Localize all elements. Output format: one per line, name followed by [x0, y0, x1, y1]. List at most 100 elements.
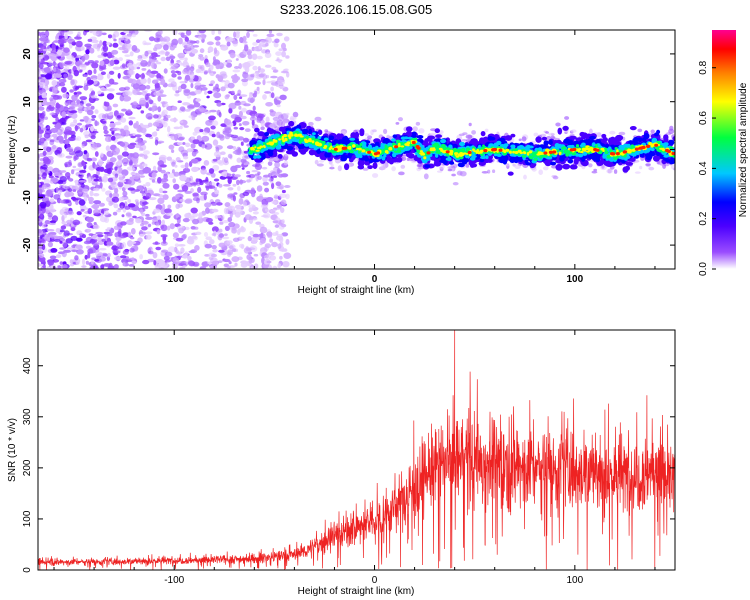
noise-blob: [212, 158, 218, 162]
noise-blob: [201, 144, 205, 149]
noise-blob: [128, 120, 133, 126]
noise-blob: [179, 198, 185, 202]
noise-blob: [64, 191, 71, 198]
noise-blob: [243, 137, 249, 143]
noise-blob: [87, 228, 92, 232]
noise-blob: [227, 132, 231, 136]
noise-blob: [183, 88, 191, 94]
noise-blob: [143, 150, 150, 155]
noise-blob: [214, 36, 221, 41]
noise-blob: [47, 126, 51, 130]
noise-blob: [198, 30, 206, 34]
noise-blob: [203, 160, 210, 166]
noise-blob: [113, 188, 119, 194]
ridge-blob: [435, 134, 442, 139]
noise-blob: [207, 90, 213, 95]
noise-blob: [85, 245, 92, 249]
noise-blob: [148, 99, 154, 105]
noise-blob: [80, 208, 85, 212]
noise-blob: [279, 94, 287, 101]
noise-blob: [38, 188, 43, 195]
noise-blob: [141, 226, 148, 231]
noise-blob: [94, 109, 99, 114]
noise-blob: [150, 89, 158, 92]
noise-blob: [285, 55, 290, 59]
noise-blob: [217, 75, 224, 82]
noise-blob: [260, 204, 268, 209]
noise-blob: [145, 182, 151, 187]
noise-blob: [173, 263, 179, 268]
noise-blob: [244, 44, 249, 52]
noise-blob: [173, 171, 180, 177]
noise-blob: [241, 167, 245, 170]
noise-blob: [273, 98, 278, 103]
noise-blob: [148, 197, 157, 201]
noise-blob: [280, 70, 289, 74]
noise-blob: [239, 226, 246, 233]
noise-blob: [227, 206, 233, 210]
noise-blob: [43, 42, 47, 48]
noise-blob: [252, 233, 260, 238]
noise-blob: [171, 169, 175, 174]
noise-blob: [63, 73, 68, 79]
noise-blob: [106, 41, 111, 46]
noise-blob: [68, 178, 74, 182]
noise-blob: [98, 176, 102, 180]
noise-blob: [276, 32, 283, 37]
noise-blob: [69, 124, 76, 127]
noise-blob: [116, 160, 122, 166]
noise-blob: [261, 257, 265, 265]
noise-blob: [185, 198, 193, 202]
noise-blob: [74, 36, 82, 40]
noise-blob: [198, 106, 205, 112]
noise-blob: [204, 202, 212, 208]
noise-blob: [165, 51, 170, 55]
noise-blob: [148, 223, 152, 228]
noise-blob: [260, 120, 265, 127]
noise-blob: [96, 234, 104, 238]
halo-blob: [650, 129, 655, 134]
noise-blob: [129, 51, 134, 57]
noise-blob: [60, 200, 65, 204]
noise-blob: [63, 47, 70, 54]
noise-blob: [162, 235, 167, 242]
halo-blob: [613, 169, 618, 174]
noise-blob: [136, 185, 145, 191]
noise-blob: [60, 225, 67, 230]
noise-blob: [129, 142, 137, 146]
noise-blob: [85, 124, 89, 128]
noise-blob: [221, 214, 225, 221]
halo-blob: [372, 173, 379, 178]
noise-blob: [87, 208, 93, 215]
noise-blob: [246, 248, 252, 252]
noise-blob: [266, 209, 272, 213]
noise-blob: [231, 227, 236, 231]
noise-blob: [85, 139, 93, 143]
noise-blob: [103, 125, 108, 131]
noise-blob: [172, 178, 176, 184]
noise-blob: [232, 248, 237, 253]
noise-blob: [267, 251, 275, 256]
noise-blob: [241, 78, 249, 83]
noise-blob: [93, 178, 99, 182]
noise-blob: [161, 111, 166, 117]
noise-blob: [157, 160, 164, 167]
noise-blob: [173, 232, 179, 238]
noise-blob: [157, 194, 164, 198]
halo-blob: [308, 121, 314, 126]
noise-blob: [127, 231, 132, 237]
noise-blob: [108, 161, 114, 167]
noise-blob: [251, 119, 255, 126]
noise-blob: [267, 161, 273, 167]
noise-blob: [127, 203, 136, 208]
noise-blob: [199, 56, 205, 61]
noise-blob: [55, 45, 59, 49]
noise-blob: [244, 66, 250, 73]
noise-blob: [228, 221, 236, 228]
noise-blob: [233, 94, 238, 100]
halo-blob: [609, 130, 616, 135]
noise-blob: [77, 103, 84, 109]
noise-blob: [85, 103, 92, 107]
noise-blob: [239, 96, 243, 99]
noise-blob: [145, 85, 151, 90]
